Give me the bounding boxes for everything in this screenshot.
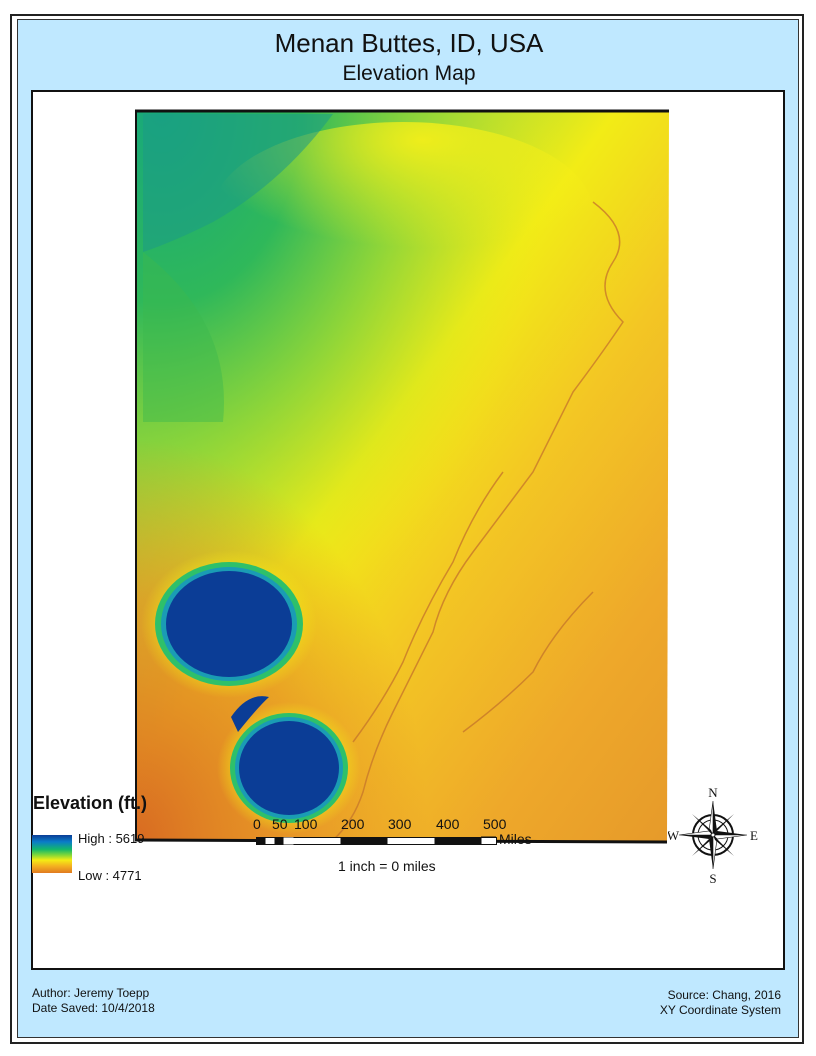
scale-bar bbox=[256, 836, 497, 845]
north-arrow-compass-icon: N S E W bbox=[668, 785, 758, 885]
map-subtitle: Elevation Map bbox=[342, 62, 476, 85]
river-channels bbox=[332, 201, 624, 841]
map-frame bbox=[31, 90, 785, 970]
scale-tick-label: 0 bbox=[253, 816, 261, 832]
scale-tick-label: 100 bbox=[294, 816, 318, 832]
legend-high-label: High : 5619 bbox=[78, 831, 145, 846]
scale-tick-label: 400 bbox=[436, 816, 460, 832]
scale-tick-label: 500 bbox=[483, 816, 507, 832]
scale-tick-label: 300 bbox=[388, 816, 412, 832]
compass-s: S bbox=[709, 871, 716, 885]
legend-title: Elevation (ft.) bbox=[33, 793, 148, 813]
author-label: Author: Jeremy Toepp bbox=[32, 986, 150, 1000]
legend-low-label: Low : 4771 bbox=[78, 868, 142, 883]
south-butte bbox=[217, 702, 361, 834]
source-block: Source: Chang, 2016 XY Coordinate System bbox=[660, 988, 781, 1018]
author-block: Author: Jeremy Toepp Date Saved: 10/4/20… bbox=[32, 986, 155, 1016]
compass-w: W bbox=[668, 828, 680, 843]
map-layout-sheet: Menan Buttes, ID, USA Elevation Map bbox=[17, 19, 799, 1038]
north-butte bbox=[141, 550, 317, 698]
map-title: Menan Buttes, ID, USA bbox=[274, 28, 544, 58]
coordinate-system-label: XY Coordinate System bbox=[659, 1003, 781, 1017]
raster-area bbox=[134, 109, 669, 844]
compass-n: N bbox=[708, 785, 718, 800]
scale-unit: Miles bbox=[499, 831, 532, 847]
scale-tick-label: 50 bbox=[272, 816, 288, 832]
date-saved-label: Date Saved: 10/4/2018 bbox=[32, 1001, 155, 1015]
scale-tick-label: 200 bbox=[341, 816, 365, 832]
legend-color-ramp bbox=[32, 835, 72, 873]
source-label: Source: Chang, 2016 bbox=[667, 988, 781, 1002]
compass-e: E bbox=[750, 828, 758, 843]
butte-saddle bbox=[231, 696, 269, 732]
scale-note: 1 inch = 0 miles bbox=[338, 858, 436, 874]
elevation-raster bbox=[134, 109, 669, 844]
